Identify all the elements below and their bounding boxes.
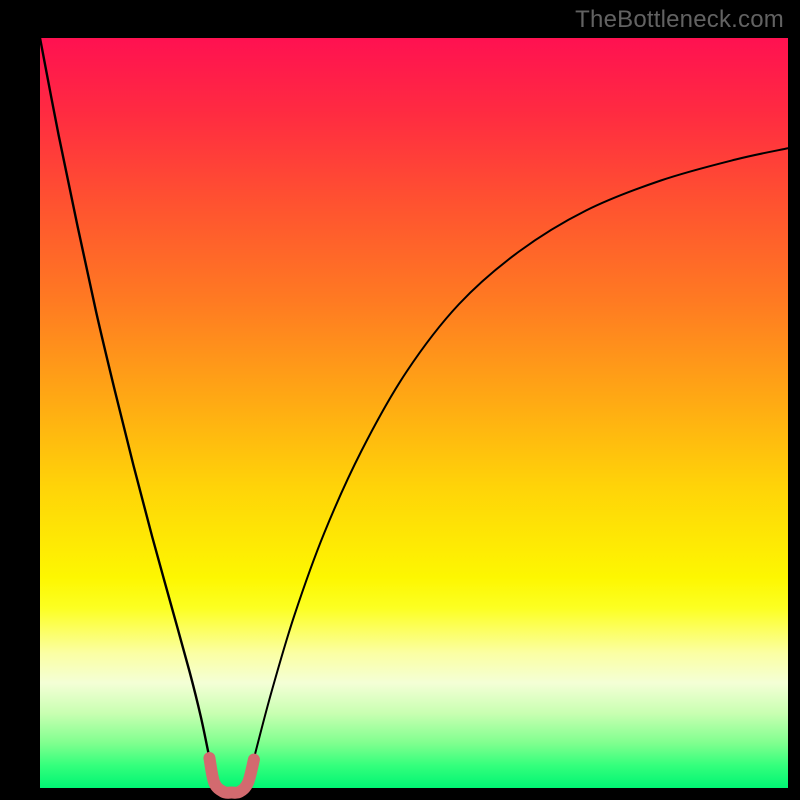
- watermark-text: TheBottleneck.com: [575, 6, 784, 34]
- chart-background: [40, 38, 788, 788]
- bottleneck-chart: [0, 0, 800, 800]
